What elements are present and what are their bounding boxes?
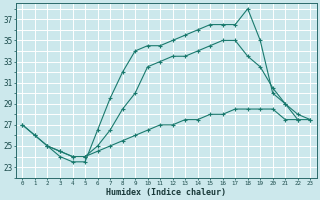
X-axis label: Humidex (Indice chaleur): Humidex (Indice chaleur) [106,188,226,197]
